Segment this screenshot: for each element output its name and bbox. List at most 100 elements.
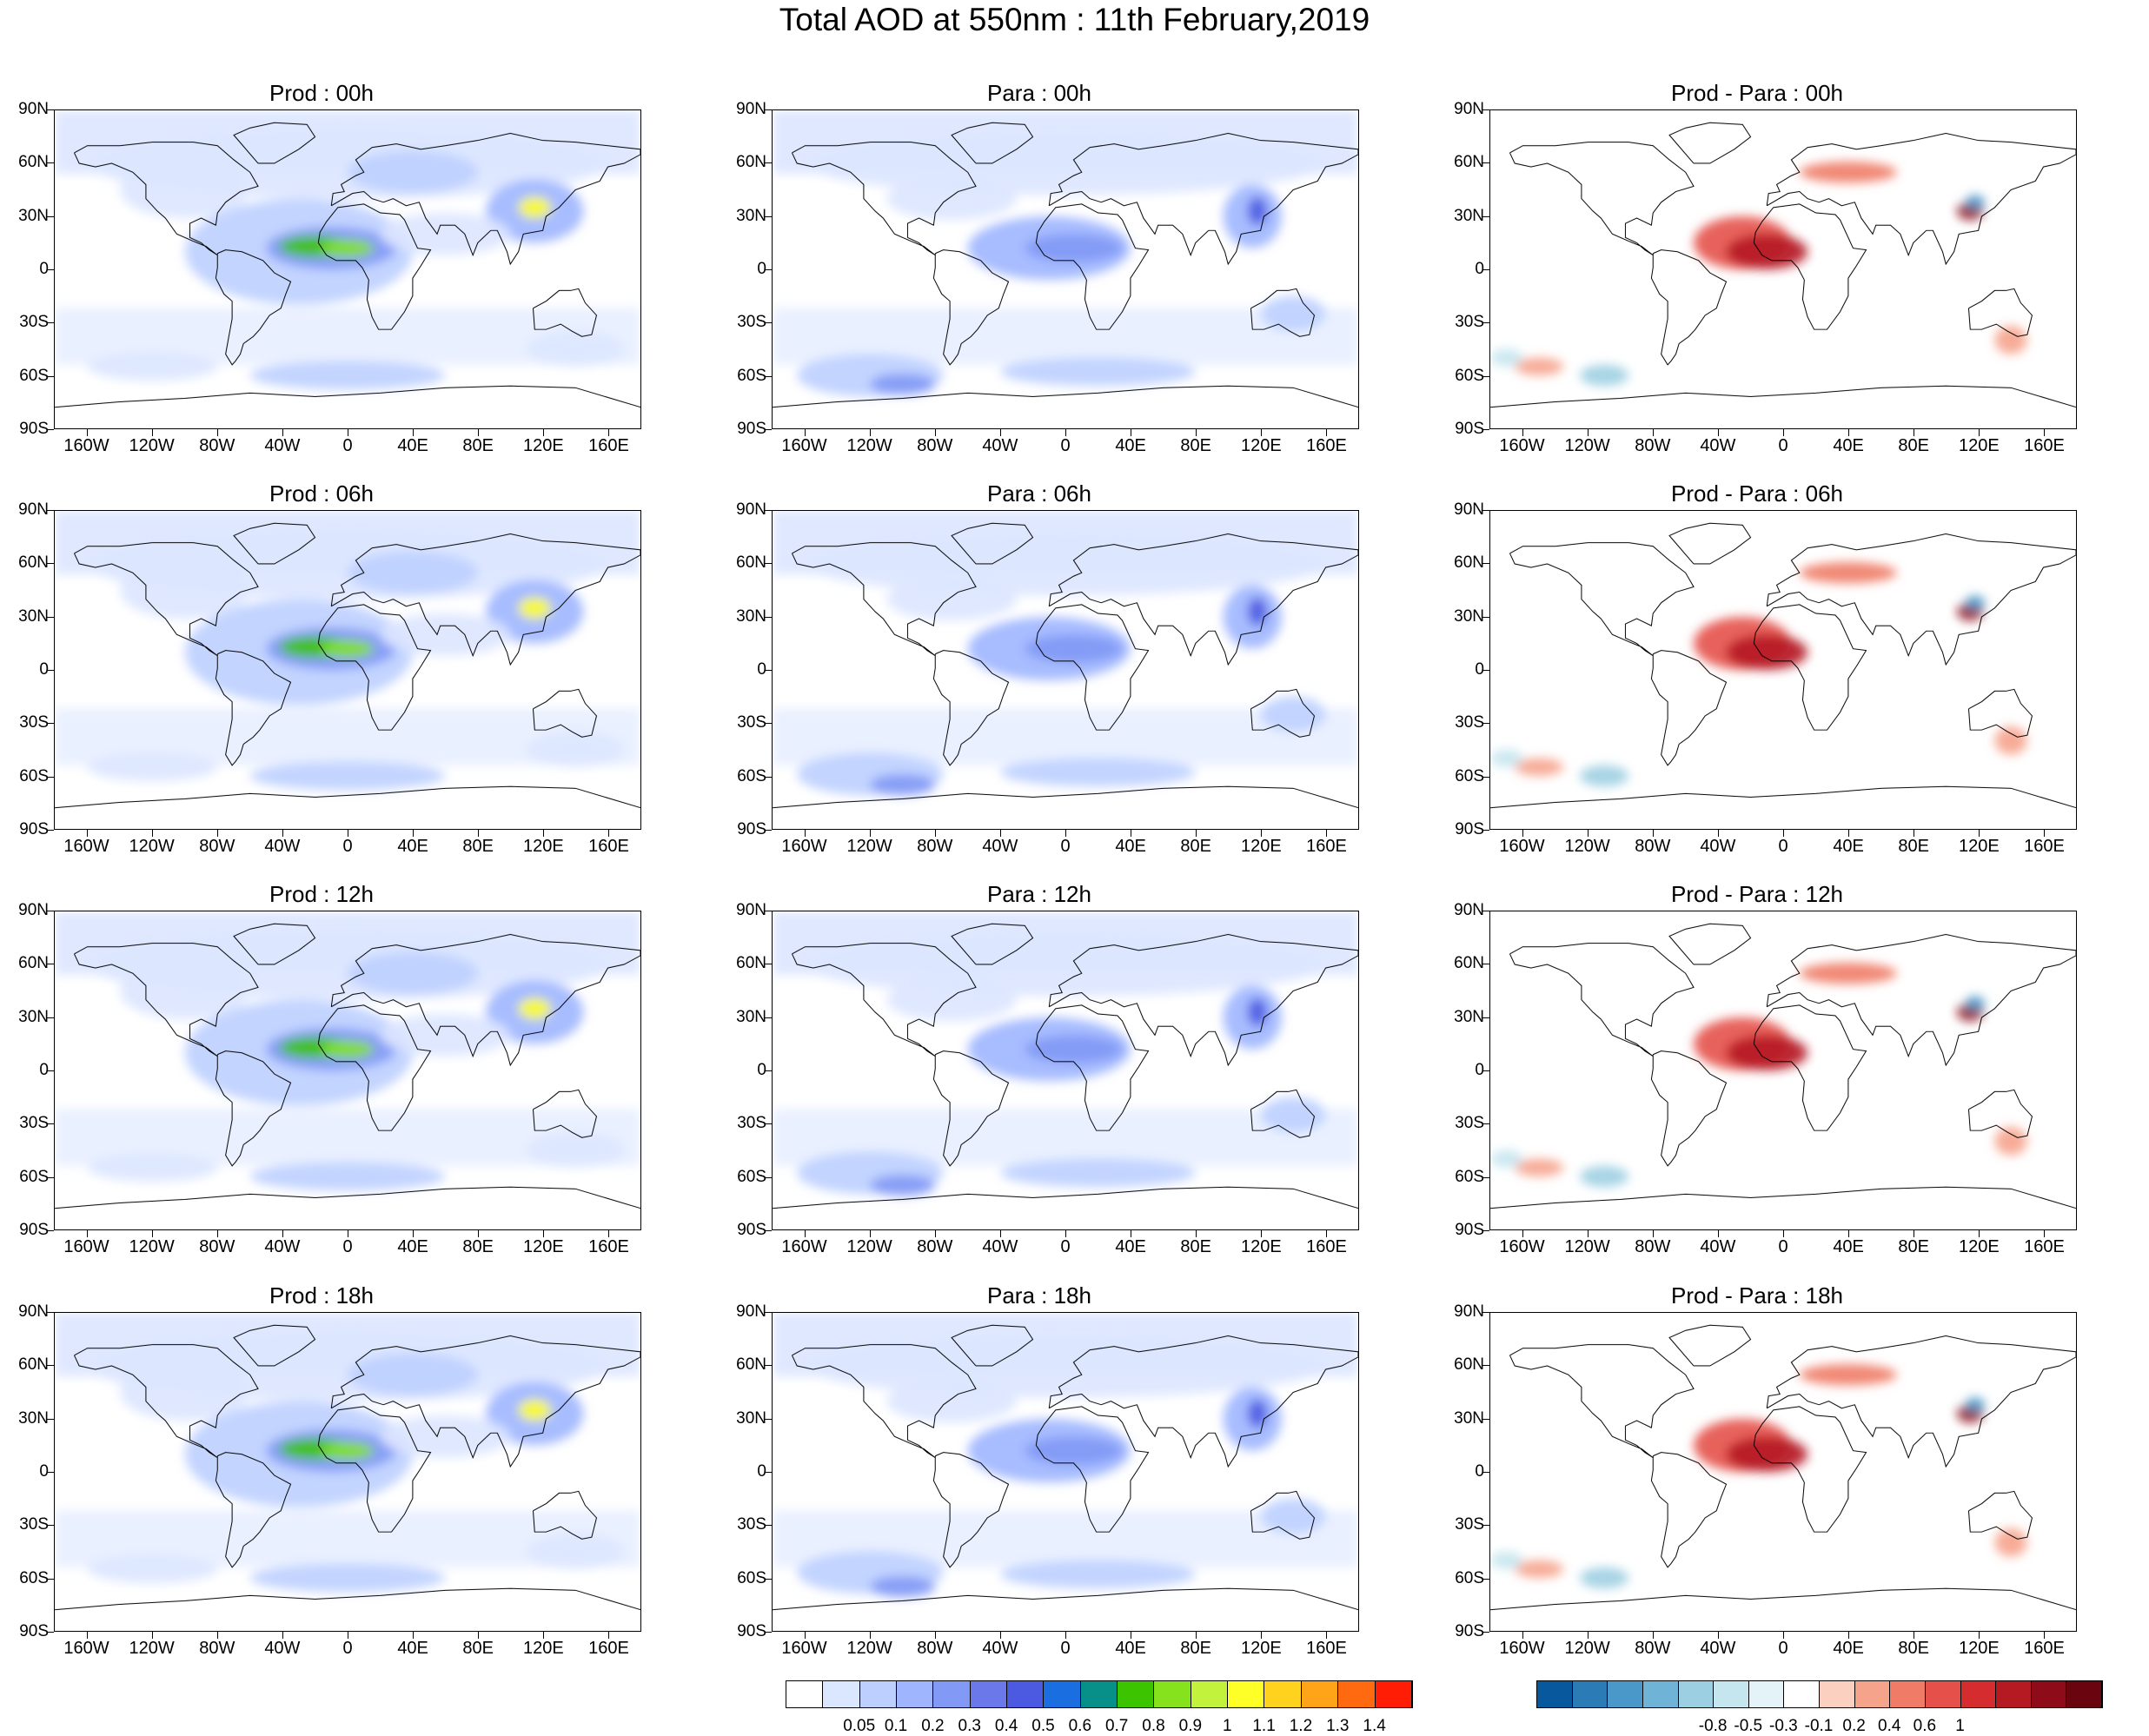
lon-tick — [934, 830, 936, 837]
field-blob — [87, 1554, 218, 1584]
lat-label: 60S — [19, 1167, 49, 1186]
lat-label: 90N — [18, 1302, 49, 1321]
lat-label: 60N — [18, 1355, 49, 1375]
panel-title: Prod : 00h — [269, 80, 374, 106]
lon-label: 160W — [1499, 837, 1545, 856]
colorbar-swatch — [1154, 1681, 1191, 1707]
field-blob — [1965, 1397, 1986, 1412]
field-blob — [1965, 996, 1986, 1010]
field-blob — [886, 177, 1017, 221]
lat-tick — [1482, 510, 1489, 511]
lon-tick — [86, 1632, 88, 1639]
colorbar-swatch — [933, 1681, 971, 1707]
lon-label: 160W — [1499, 1237, 1545, 1256]
lon-label: 0 — [342, 1639, 353, 1658]
lon-label: 160E — [2024, 1237, 2065, 1256]
lon-label: 40W — [1700, 436, 1736, 455]
colorbar-swatch — [1608, 1681, 1643, 1707]
lon-tick — [543, 1230, 545, 1237]
colorbar-swatch — [1118, 1681, 1155, 1707]
colorbar-swatch — [1228, 1681, 1265, 1707]
lat-label: 0 — [39, 1061, 49, 1079]
field-blob — [526, 331, 625, 367]
aod-field — [1490, 923, 2076, 1209]
panel-title: Prod : 12h — [269, 881, 374, 907]
field-blob — [87, 752, 218, 782]
lon-tick — [1979, 1230, 1980, 1237]
lon-label: 80E — [1898, 1639, 1930, 1658]
lat-label: 60S — [1455, 1167, 1484, 1186]
lat-label: 90S — [19, 420, 49, 438]
lat-tick — [765, 1365, 772, 1367]
lon-label: 120W — [846, 1639, 892, 1658]
panel-title: Prod - Para : 06h — [1671, 480, 1843, 507]
lon-label: 40W — [264, 837, 301, 856]
lat-tick — [1482, 670, 1489, 671]
lat-label: 60S — [1455, 766, 1484, 785]
aod-field — [773, 110, 1358, 408]
lon-tick — [2044, 830, 2046, 837]
colorbar-swatch — [1890, 1681, 1926, 1707]
lon-tick — [86, 830, 88, 837]
colorbar-label: 1 — [1222, 1717, 1232, 1735]
lon-tick — [1261, 830, 1263, 837]
lon-label: 120E — [1240, 1639, 1282, 1658]
lon-label: 40W — [982, 1237, 1018, 1256]
lon-label: 80E — [1898, 837, 1930, 856]
lon-tick — [869, 429, 871, 436]
lon-tick — [869, 830, 871, 837]
lon-label: 0 — [1060, 1639, 1071, 1658]
lat-tick — [1482, 1578, 1489, 1580]
field-blob — [1726, 234, 1808, 269]
colorbar-label: 0.3 — [958, 1717, 981, 1735]
lat-tick — [47, 322, 54, 324]
lon-tick — [1326, 1632, 1328, 1639]
colorbar-label: 1.2 — [1289, 1717, 1313, 1735]
lon-tick — [282, 830, 283, 837]
field-blob — [1994, 326, 2027, 354]
field-blob — [119, 962, 250, 1020]
coastline — [1490, 923, 2076, 1209]
lat-tick — [765, 563, 772, 565]
lon-tick — [1717, 1230, 1719, 1237]
lon-label: 40W — [1700, 1237, 1736, 1256]
lat-tick — [765, 830, 772, 831]
lon-label: 40E — [1833, 837, 1864, 856]
field-blob — [380, 1415, 511, 1458]
panel-title: Prod - Para : 00h — [1671, 80, 1843, 106]
field-blob — [526, 1132, 625, 1168]
field-blob — [249, 361, 446, 390]
map-frame — [772, 911, 1359, 1230]
field-blob — [1247, 597, 1268, 626]
lat-label: 90S — [737, 820, 766, 838]
aod-field — [1490, 522, 2076, 809]
lat-label: 30N — [736, 606, 766, 626]
lon-tick — [478, 1632, 480, 1639]
lat-tick — [1482, 1230, 1489, 1231]
map-frame — [54, 510, 641, 830]
aod-field — [1490, 122, 2076, 408]
lon-tick — [216, 830, 218, 837]
lat-label: 0 — [1475, 1462, 1484, 1481]
lat-label: 30S — [737, 313, 766, 332]
lon-tick — [216, 1632, 218, 1639]
lat-label: 30N — [18, 1007, 49, 1026]
lon-tick — [1848, 429, 1850, 436]
lon-tick — [1979, 429, 1980, 436]
map-panel-diff-00h: Prod - Para : 00h 90N 60N 30N 0 30S 60S 90S 160W… — [1436, 80, 2079, 480]
map-panel-para-12h: Para : 12h 90N 60N 30N 0 30S 60S 90S 160W 120W 80W… — [718, 881, 1361, 1281]
field-blob — [1490, 348, 1523, 367]
lat-label: 0 — [39, 1462, 49, 1481]
lon-tick — [543, 1632, 545, 1639]
lon-label: 160W — [781, 1639, 827, 1658]
lat-tick — [47, 1070, 54, 1071]
lat-label: 0 — [757, 660, 766, 679]
lon-label: 160W — [781, 837, 827, 856]
lat-tick — [1482, 1418, 1489, 1420]
lon-tick — [282, 429, 283, 436]
field-blob — [1726, 634, 1808, 670]
colorbar-swatch — [1191, 1681, 1229, 1707]
lon-label: 80E — [1180, 837, 1212, 856]
lon-label: 80W — [917, 837, 953, 856]
lat-label: 60N — [736, 954, 766, 973]
